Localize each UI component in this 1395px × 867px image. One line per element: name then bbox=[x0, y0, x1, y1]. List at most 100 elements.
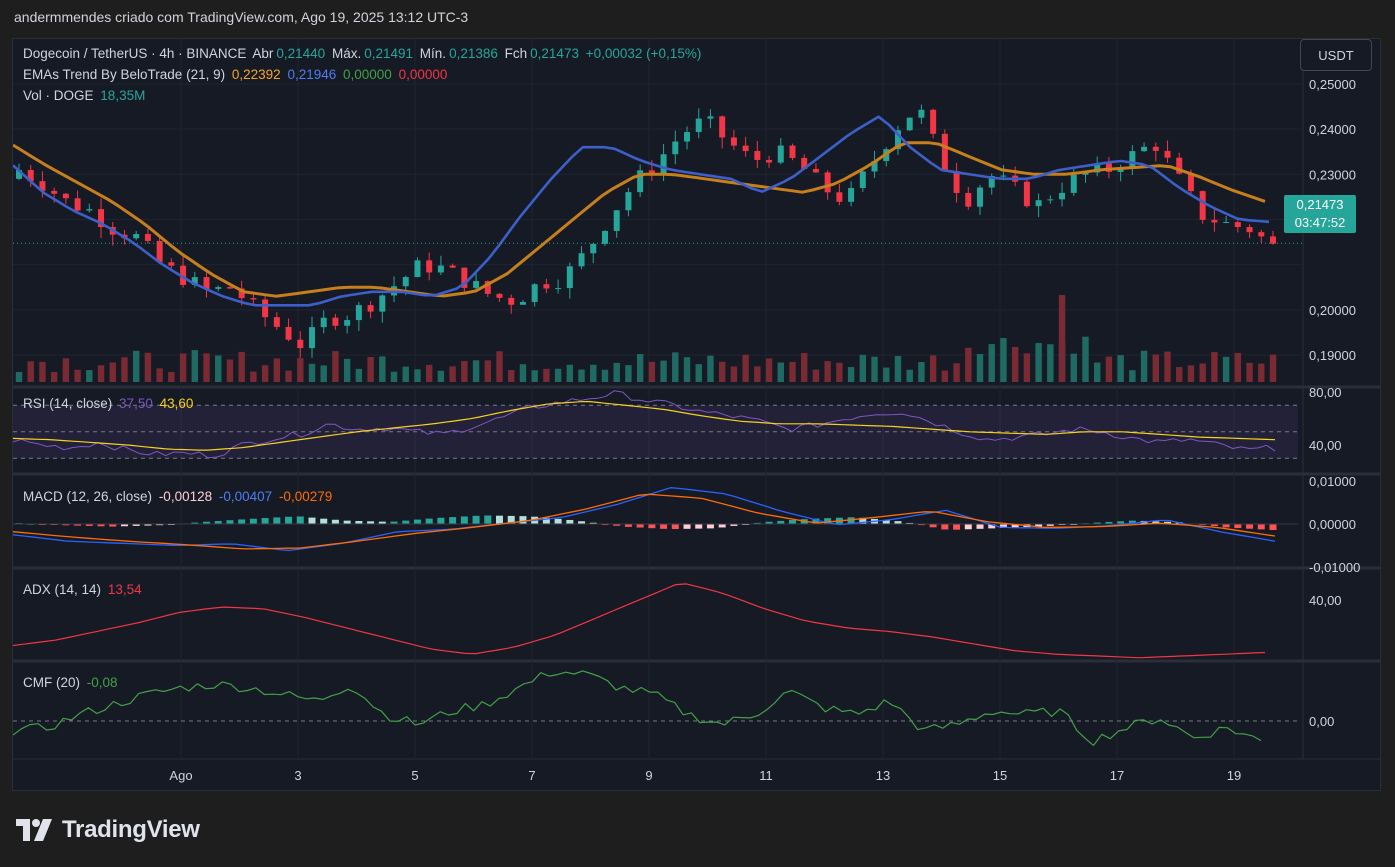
candle-body bbox=[1223, 222, 1230, 224]
macd-histogram-bar bbox=[624, 524, 632, 527]
cmf-legend[interactable]: CMF (20) -0,08 bbox=[23, 675, 121, 690]
volume-bar bbox=[894, 355, 902, 382]
candle-body bbox=[1082, 172, 1089, 175]
candle-body bbox=[402, 277, 409, 287]
candle-body bbox=[1164, 150, 1171, 158]
candle-body bbox=[297, 339, 304, 349]
rsi-name: RSI (14, close) bbox=[23, 396, 113, 411]
adx-legend[interactable]: ADX (14, 14) 13,54 bbox=[23, 582, 145, 597]
volume-bar bbox=[742, 354, 749, 382]
macd-histogram-bar bbox=[953, 524, 961, 530]
macd-histogram-bar bbox=[812, 518, 820, 524]
macd-histogram-bar bbox=[1058, 524, 1066, 526]
symbol-legend[interactable]: Dogecoin / TetherUS · 4h · BINANCE Abr 0,… bbox=[23, 46, 704, 61]
volume-bar bbox=[191, 350, 198, 382]
candle-body bbox=[566, 266, 573, 289]
tradingview-logo[interactable]: TradingView bbox=[16, 816, 200, 844]
macd-histogram-bar bbox=[718, 524, 726, 528]
volume-bar bbox=[50, 371, 58, 382]
last-price: 0,21473 bbox=[1296, 197, 1344, 212]
candle-body bbox=[250, 298, 257, 300]
candle-body bbox=[1035, 200, 1042, 207]
last-price-tag: 0,21473 03:47:52 bbox=[1284, 195, 1356, 233]
ema-legend[interactable]: EMAs Trend By BeloTrade (21, 9) 0,22392 … bbox=[23, 67, 450, 82]
candle-body bbox=[332, 317, 339, 326]
volume-bar bbox=[121, 357, 128, 382]
macd-histogram-bar bbox=[203, 521, 211, 524]
volume-bar bbox=[543, 368, 550, 382]
candle-body bbox=[695, 118, 702, 133]
bar-countdown: 03:47:52 bbox=[1294, 215, 1346, 230]
volume-bar bbox=[941, 370, 949, 382]
rsi-legend[interactable]: RSI (14, close) 37,50 43,60 bbox=[23, 396, 196, 411]
candle-body bbox=[16, 169, 22, 179]
candle-body bbox=[543, 284, 550, 289]
volume-bar bbox=[824, 361, 831, 382]
candle-body bbox=[531, 284, 538, 302]
candle-body bbox=[1211, 219, 1218, 223]
volume-bar bbox=[695, 364, 702, 382]
macd-axis-label: 0,00000 bbox=[1309, 517, 1356, 532]
volume-bar bbox=[590, 364, 597, 382]
candle-body bbox=[977, 187, 984, 207]
volume-bar bbox=[238, 351, 245, 382]
chart-frame[interactable]: 0,250000,240000,230000,220000,200000,190… bbox=[12, 38, 1381, 791]
candle-body bbox=[766, 159, 773, 163]
macd-histogram-bar bbox=[765, 521, 773, 524]
symbol-name: Dogecoin / TetherUS · 4h · BINANCE bbox=[23, 46, 247, 61]
time-axis-label: 15 bbox=[993, 768, 1007, 783]
candle-body bbox=[1094, 163, 1101, 173]
ema-value-1: 0,22392 bbox=[231, 67, 281, 82]
volume-bar bbox=[1105, 356, 1113, 382]
macd-histogram-bar bbox=[285, 516, 293, 524]
volume-bar bbox=[1011, 346, 1019, 382]
close-label: Fch bbox=[504, 46, 528, 61]
candle-body bbox=[1070, 174, 1077, 193]
rsi-ma-value: 43,60 bbox=[159, 396, 194, 411]
volume-bar bbox=[250, 371, 257, 382]
candle-body bbox=[496, 293, 503, 298]
macd-histogram-bar bbox=[367, 521, 375, 524]
candle-body bbox=[613, 210, 620, 231]
volume-bar bbox=[554, 368, 562, 382]
macd-histogram-bar bbox=[437, 517, 445, 524]
candle-body bbox=[355, 305, 362, 321]
ema-name: EMAs Trend By BeloTrade (21, 9) bbox=[23, 67, 226, 82]
macd-histogram-bar bbox=[156, 524, 164, 526]
macd-histogram-bar bbox=[413, 519, 421, 524]
macd-histogram-bar bbox=[1128, 520, 1136, 524]
candle-body bbox=[836, 192, 843, 202]
candle-body bbox=[1199, 191, 1206, 220]
volume-legend[interactable]: Vol · DOGE 18,35M bbox=[23, 88, 148, 103]
candle-body bbox=[308, 327, 315, 349]
macd-histogram-bar bbox=[695, 524, 703, 529]
macd-legend[interactable]: MACD (12, 26, close) -0,00128 -0,00407 -… bbox=[23, 489, 335, 504]
macd-histogram-bar bbox=[589, 522, 597, 524]
volume-bar bbox=[1246, 362, 1253, 382]
candle-body bbox=[965, 192, 972, 207]
macd-histogram-bar bbox=[460, 516, 468, 524]
volume-bar bbox=[1047, 344, 1054, 382]
volume-bar bbox=[285, 370, 292, 382]
candle-body bbox=[777, 145, 784, 163]
candle-body bbox=[1152, 146, 1159, 151]
candle-body bbox=[1187, 173, 1194, 192]
candle-body bbox=[648, 170, 655, 174]
price-axis-label: 0,25000 bbox=[1309, 77, 1356, 92]
candle-body bbox=[930, 109, 937, 134]
volume-bar bbox=[531, 370, 538, 382]
candle-body bbox=[1059, 192, 1066, 200]
candle-body bbox=[51, 190, 58, 194]
tradingview-logo-icon bbox=[16, 819, 52, 841]
volume-bar bbox=[273, 358, 281, 382]
macd-histogram-bar bbox=[425, 518, 433, 524]
macd-histogram-bar bbox=[859, 517, 867, 524]
rsi-ma-line bbox=[13, 400, 1276, 451]
candle-body bbox=[1000, 175, 1007, 177]
chart-canvas[interactable]: 0,250000,240000,230000,220000,200000,190… bbox=[13, 39, 1381, 791]
candle-body bbox=[1176, 157, 1183, 174]
currency-selector[interactable]: USDT bbox=[1300, 39, 1372, 71]
candle-body bbox=[508, 297, 515, 305]
volume-bar bbox=[320, 365, 327, 382]
volume-bar bbox=[27, 361, 34, 382]
